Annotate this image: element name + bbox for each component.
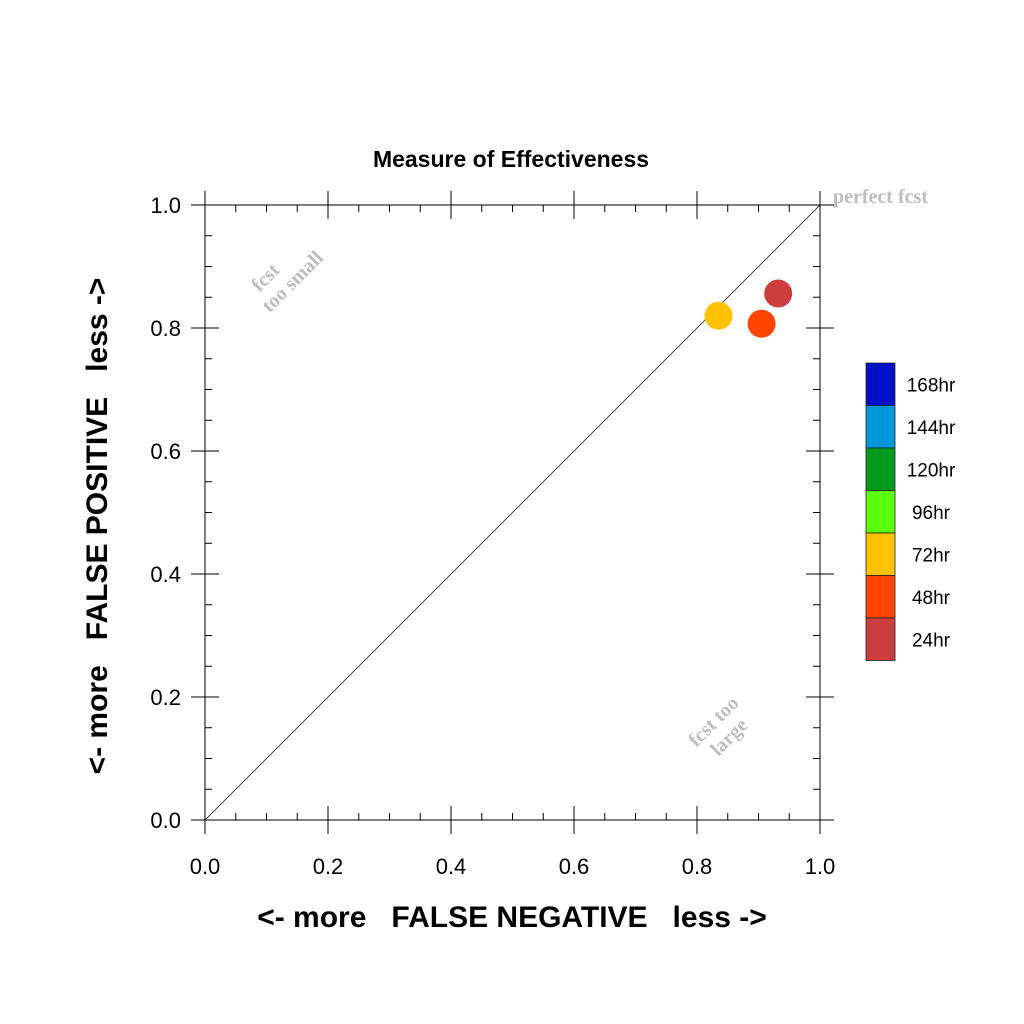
legend-swatch-24hr bbox=[865, 617, 896, 661]
y-tick-label: 0.6 bbox=[150, 439, 181, 464]
legend-label-96hr: 96hr bbox=[912, 503, 951, 524]
legend-label-72hr: 72hr bbox=[912, 545, 951, 566]
x-tick-labels: 0.0 0.2 0.4 0.6 0.8 1.0 bbox=[190, 854, 836, 879]
legend-label-120hr: 120hr bbox=[907, 460, 956, 481]
y-tick-labels: 0.0 0.2 0.4 0.6 0.8 1.0 bbox=[150, 193, 181, 833]
legend-label-24hr: 24hr bbox=[912, 630, 951, 651]
y-tick-label: 0.2 bbox=[150, 685, 181, 710]
point-24hr bbox=[764, 279, 793, 308]
axis-ticks bbox=[191, 191, 834, 834]
legend-swatch-72hr bbox=[865, 532, 896, 576]
legend-swatch-168hr bbox=[865, 362, 896, 406]
x-tick-label: 0.8 bbox=[682, 854, 713, 879]
x-tick-label: 1.0 bbox=[805, 854, 836, 879]
legend: 168hr 144hr 120hr 96hr 72hr 48hr 24hr bbox=[865, 362, 956, 661]
x-axis-label: <- more FALSE NEGATIVE less -> bbox=[257, 901, 767, 934]
point-72hr bbox=[704, 301, 733, 330]
too-small-note: fcst too small bbox=[247, 247, 328, 317]
legend-label-168hr: 168hr bbox=[907, 375, 956, 396]
legend-label-144hr: 144hr bbox=[907, 418, 956, 439]
legend-swatch-96hr bbox=[865, 490, 896, 534]
y-axis-label: <- more FALSE POSITIVE less -> bbox=[81, 278, 114, 775]
point-48hr bbox=[747, 309, 776, 338]
legend-label-48hr: 48hr bbox=[912, 588, 951, 609]
y-tick-label: 1.0 bbox=[150, 193, 181, 218]
x-tick-label: 0.4 bbox=[436, 854, 467, 879]
y-tick-label: 0.8 bbox=[150, 316, 181, 341]
perfect-fcst-note: perfect fcst bbox=[833, 186, 928, 208]
too-large-note: fcst too large bbox=[684, 692, 752, 760]
x-tick-label: 0.6 bbox=[559, 854, 590, 879]
scatter-points bbox=[704, 279, 793, 338]
legend-swatch-48hr bbox=[865, 575, 896, 619]
legend-swatch-144hr bbox=[865, 405, 896, 449]
x-tick-label: 0.0 bbox=[190, 854, 221, 879]
x-tick-label: 0.2 bbox=[313, 854, 344, 879]
legend-swatch-120hr bbox=[865, 447, 896, 491]
chart-title: Measure of Effectiveness bbox=[373, 146, 649, 172]
y-tick-label: 0.0 bbox=[150, 808, 181, 833]
y-tick-label: 0.4 bbox=[150, 562, 181, 587]
